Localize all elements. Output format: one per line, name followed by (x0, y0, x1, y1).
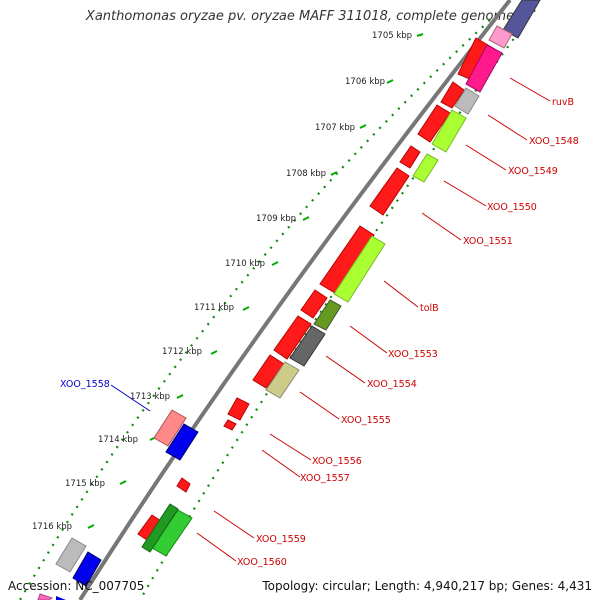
gene-label-XOO_1558[interactable]: XOO_1558 (60, 379, 110, 390)
gene-block-blue-1 (165, 423, 199, 461)
gene-block-khaki (265, 361, 300, 399)
gene-label-XOO_1549[interactable]: XOO_1549 (508, 166, 558, 177)
gene-arrow-forward-7 (300, 289, 328, 319)
kbp-label-1713: 1713 kbp (130, 392, 170, 402)
gene-arrow-forward-4 (399, 145, 421, 169)
gene-block-lime-2 (412, 153, 439, 183)
gene-label-XOO_1555[interactable]: XOO_1555 (341, 415, 391, 426)
kbp-label-1716: 1716 kbp (32, 522, 72, 532)
kbp-label-1706: 1706 kbp (345, 77, 385, 87)
topology-text: Topology: circular; Length: 4,940,217 bp… (262, 579, 592, 593)
kbp-label-1711: 1711 kbp (194, 303, 234, 313)
gene-label-tolB[interactable]: tolB (420, 303, 439, 314)
gene-block-salmon (153, 409, 187, 447)
gene-arrow-forward-12 (176, 477, 191, 493)
gene-label-ruvB[interactable]: ruvB (552, 97, 574, 108)
kbp-label-1710: 1710 kbp (225, 259, 265, 269)
accession-text: Accession: NC_007705 (8, 579, 145, 593)
gene-block-lime-tolB (333, 235, 386, 303)
gene-block-pink-bottom (37, 593, 54, 600)
gene-arrow-forward-2 (440, 81, 465, 109)
colored-track-genes (141, 0, 541, 557)
gene-label-XOO_1560[interactable]: XOO_1560 (237, 557, 287, 568)
gene-block-blue-2 (72, 551, 102, 587)
gene-arrow-forward-5 (369, 167, 410, 216)
gene-arrow-forward-11 (223, 419, 237, 431)
gene-label-XOO_1556[interactable]: XOO_1556 (312, 456, 362, 467)
gene-arrow-forward-8 (273, 315, 312, 360)
label-leader-lines (110, 77, 551, 562)
gene-block-pink-top (488, 25, 513, 49)
kbp-label-1715: 1715 kbp (65, 479, 105, 489)
gene-label-XOO_1554[interactable]: XOO_1554 (367, 379, 417, 390)
gene-block-blue-3 (56, 596, 66, 600)
genome-backbone (78, 0, 512, 600)
kbp-label-1709: 1709 kbp (256, 214, 296, 224)
gene-block-grey-2 (55, 537, 87, 573)
kbp-label-1705: 1705 kbp (372, 31, 412, 41)
gene-arrow-forward-9 (252, 354, 285, 389)
kbp-tick-marks (87, 33, 424, 529)
gene-block-green-2 (141, 503, 179, 553)
gene-arrow-forward-3 (417, 104, 451, 143)
gene-label-XOO_1548[interactable]: XOO_1548 (529, 136, 579, 147)
kbp-label-1708: 1708 kbp (286, 169, 326, 179)
map-title: Xanthomonas oryzae pv. oryzae MAFF 31101… (85, 9, 515, 24)
kbp-label-1712: 1712 kbp (162, 347, 202, 357)
gene-label-XOO_1557[interactable]: XOO_1557 (300, 473, 350, 484)
gene-label-XOO_1550[interactable]: XOO_1550 (487, 202, 537, 213)
gene-block-olive (313, 299, 342, 331)
kbp-label-1707: 1707 kbp (315, 123, 355, 133)
gene-label-XOO_1553[interactable]: XOO_1553 (388, 349, 438, 360)
gene-block-grey-1 (454, 87, 480, 115)
inner-side-genes (37, 409, 199, 600)
gene-block-darkgrey (289, 325, 326, 367)
gene-label-XOO_1559[interactable]: XOO_1559 (256, 534, 306, 545)
gene-block-lime-1 (431, 109, 467, 153)
gene-block-magenta (465, 44, 503, 93)
kbp-label-1714: 1714 kbp (98, 435, 138, 445)
gene-block-purple (502, 0, 541, 39)
forward-strand-genes (137, 37, 494, 543)
gene-arrow-forward-10 (227, 397, 250, 421)
gene-label-XOO_1551[interactable]: XOO_1551 (463, 236, 513, 247)
